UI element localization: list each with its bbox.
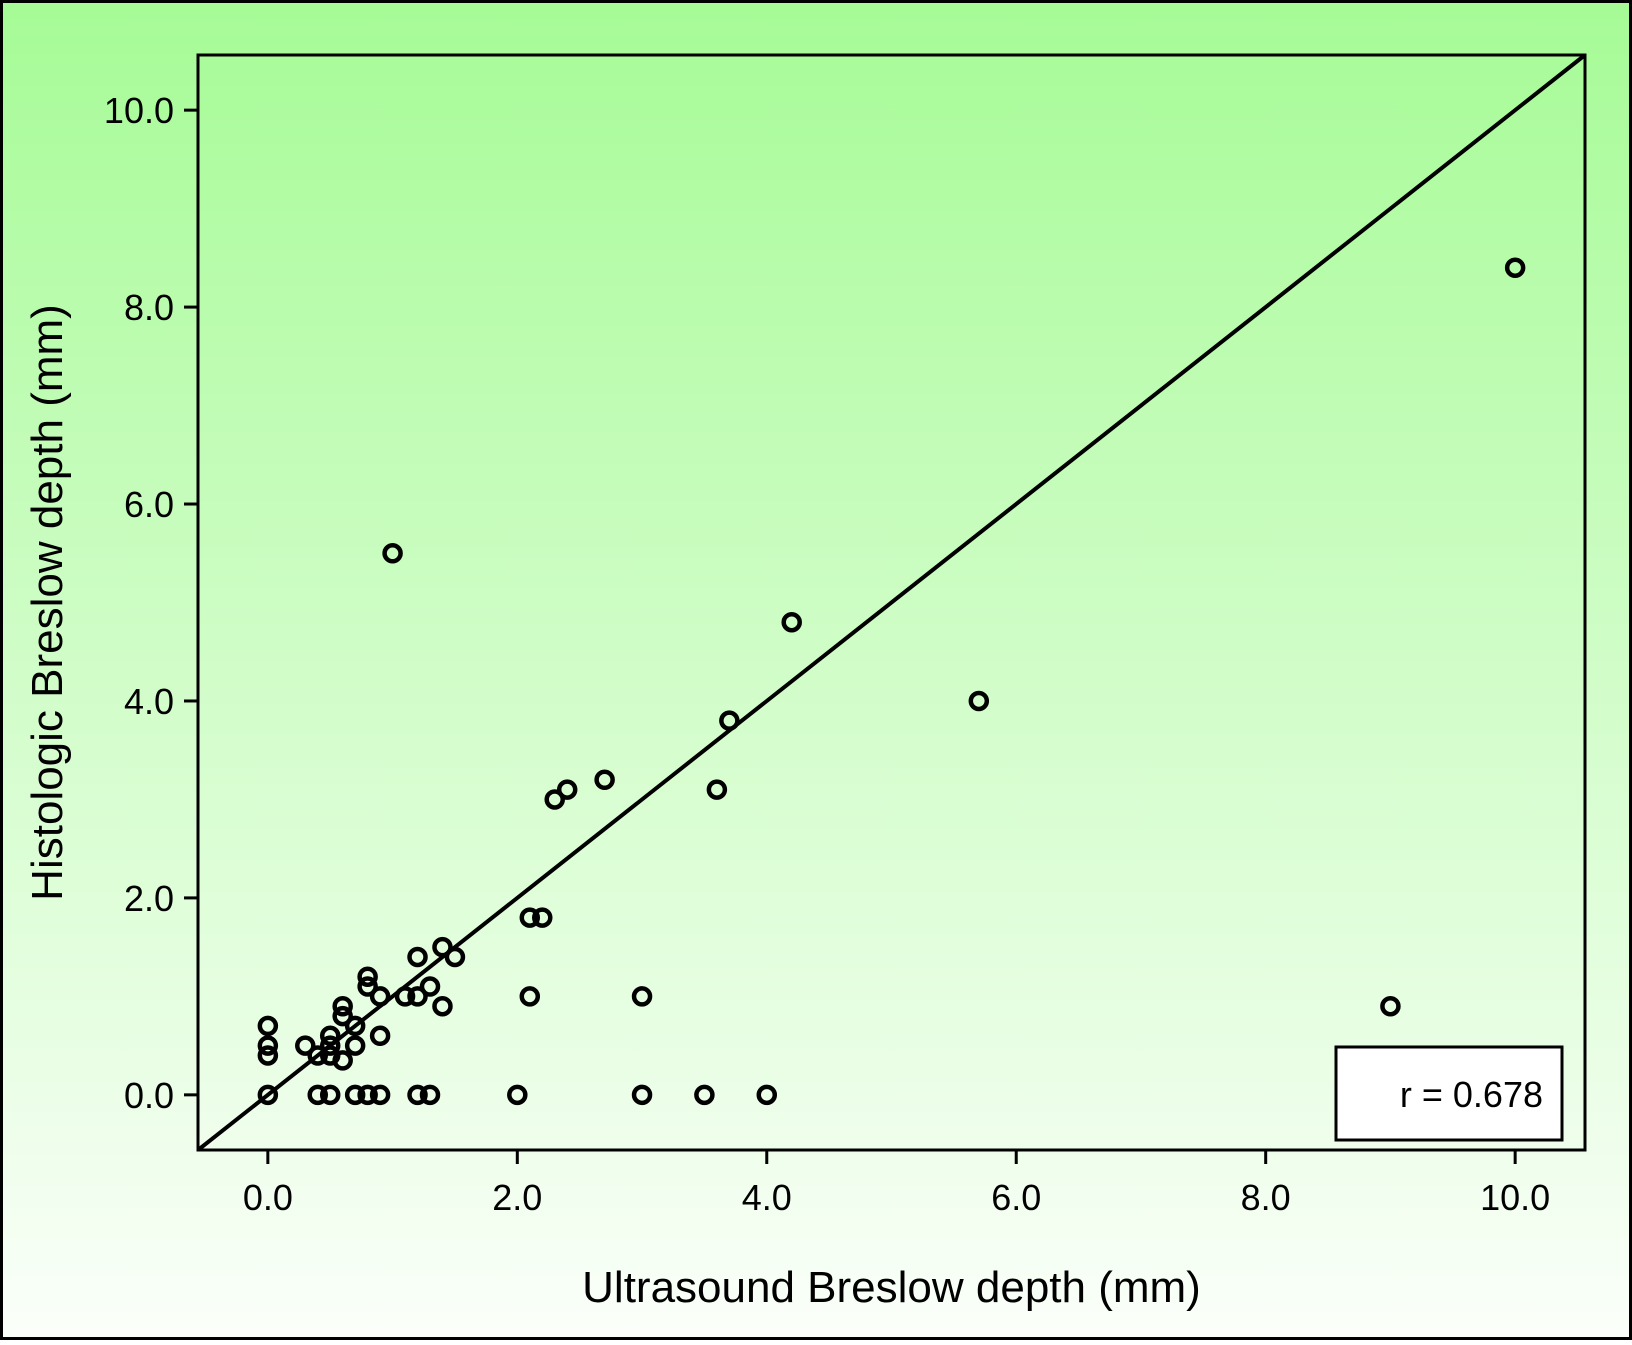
data-point: [257, 1084, 279, 1106]
data-point: [419, 976, 441, 997]
y-tick-label: 4.0: [124, 681, 174, 722]
data-point: [357, 976, 378, 997]
data-point: [307, 1084, 328, 1106]
x-tick-label: 10.0: [1480, 1177, 1550, 1218]
data-point: [332, 995, 353, 1017]
data-point: [1380, 995, 1401, 1017]
data-point: [319, 1084, 341, 1106]
data-point: [544, 789, 565, 810]
x-tick-label: 8.0: [1241, 1177, 1291, 1218]
data-point: [432, 936, 453, 958]
data-point: [369, 1084, 391, 1106]
data-point: [532, 907, 553, 928]
data-point: [631, 1084, 653, 1106]
data-point: [357, 966, 378, 987]
y-axis: 0.0 2.0 4.0 6.0 8.0 10.0: [104, 90, 198, 1116]
data-point: [781, 611, 802, 633]
data-point: [631, 986, 653, 1007]
y-tick-label: 8.0: [124, 287, 174, 328]
data-point: [968, 690, 990, 712]
data-point: [332, 1050, 353, 1071]
annotation-box: [1334, 1045, 1564, 1142]
x-tick-label: 6.0: [991, 1177, 1041, 1218]
reference-line-layer: [196, 53, 1587, 1152]
y-axis-title: Histologic Breslow depth (mm): [23, 304, 72, 901]
correlation-annotation: r = 0.678: [1334, 1045, 1564, 1142]
data-point: [257, 1045, 279, 1066]
x-tick-label: 0.0: [243, 1177, 293, 1218]
data-point: [369, 1025, 391, 1047]
plot-area-frame: [196, 53, 1587, 1152]
data-point: [307, 1045, 328, 1066]
y-tick-label: 6.0: [124, 484, 174, 525]
data-point: [706, 779, 728, 800]
data-point: [432, 995, 453, 1017]
data-point: [332, 1005, 353, 1027]
data-point: [257, 1015, 279, 1037]
data-point: [694, 1084, 715, 1106]
data-point: [369, 986, 391, 1007]
data-point: [382, 543, 403, 564]
data-point: [295, 1035, 316, 1056]
x-tick-label: 2.0: [492, 1177, 542, 1218]
data-point: [394, 986, 416, 1007]
data-point: [756, 1084, 778, 1106]
data-point: [1504, 257, 1526, 278]
x-axis-title: Ultrasound Breslow depth (mm): [582, 1263, 1201, 1312]
data-point: [407, 946, 428, 968]
data-point: [319, 1035, 341, 1056]
data-point: [407, 1084, 428, 1106]
data-point: [507, 1084, 528, 1106]
data-point: [519, 986, 541, 1007]
data-point: [319, 1025, 341, 1047]
data-point: [357, 1084, 378, 1106]
identity-line: [196, 53, 1587, 1152]
data-point: [419, 1084, 441, 1106]
data-point: [519, 907, 541, 928]
y-tick-label: 0.0: [124, 1075, 174, 1116]
data-points: [257, 257, 1526, 1106]
y-tick-label: 2.0: [124, 878, 174, 919]
data-point: [407, 986, 428, 1007]
data-point: [719, 710, 740, 731]
y-tick-label: 10.0: [104, 90, 174, 131]
x-axis: 0.0 2.0 4.0 6.0 8.0 10.0: [243, 1150, 1550, 1218]
x-tick-label: 4.0: [742, 1177, 792, 1218]
data-point: [344, 1035, 366, 1056]
data-point: [444, 946, 466, 968]
data-point: [344, 1084, 366, 1106]
data-point: [344, 1015, 366, 1037]
data-point: [257, 1035, 279, 1056]
data-point: [594, 769, 615, 790]
correlation-label: r = 0.678: [1400, 1074, 1543, 1115]
data-point: [556, 779, 578, 800]
